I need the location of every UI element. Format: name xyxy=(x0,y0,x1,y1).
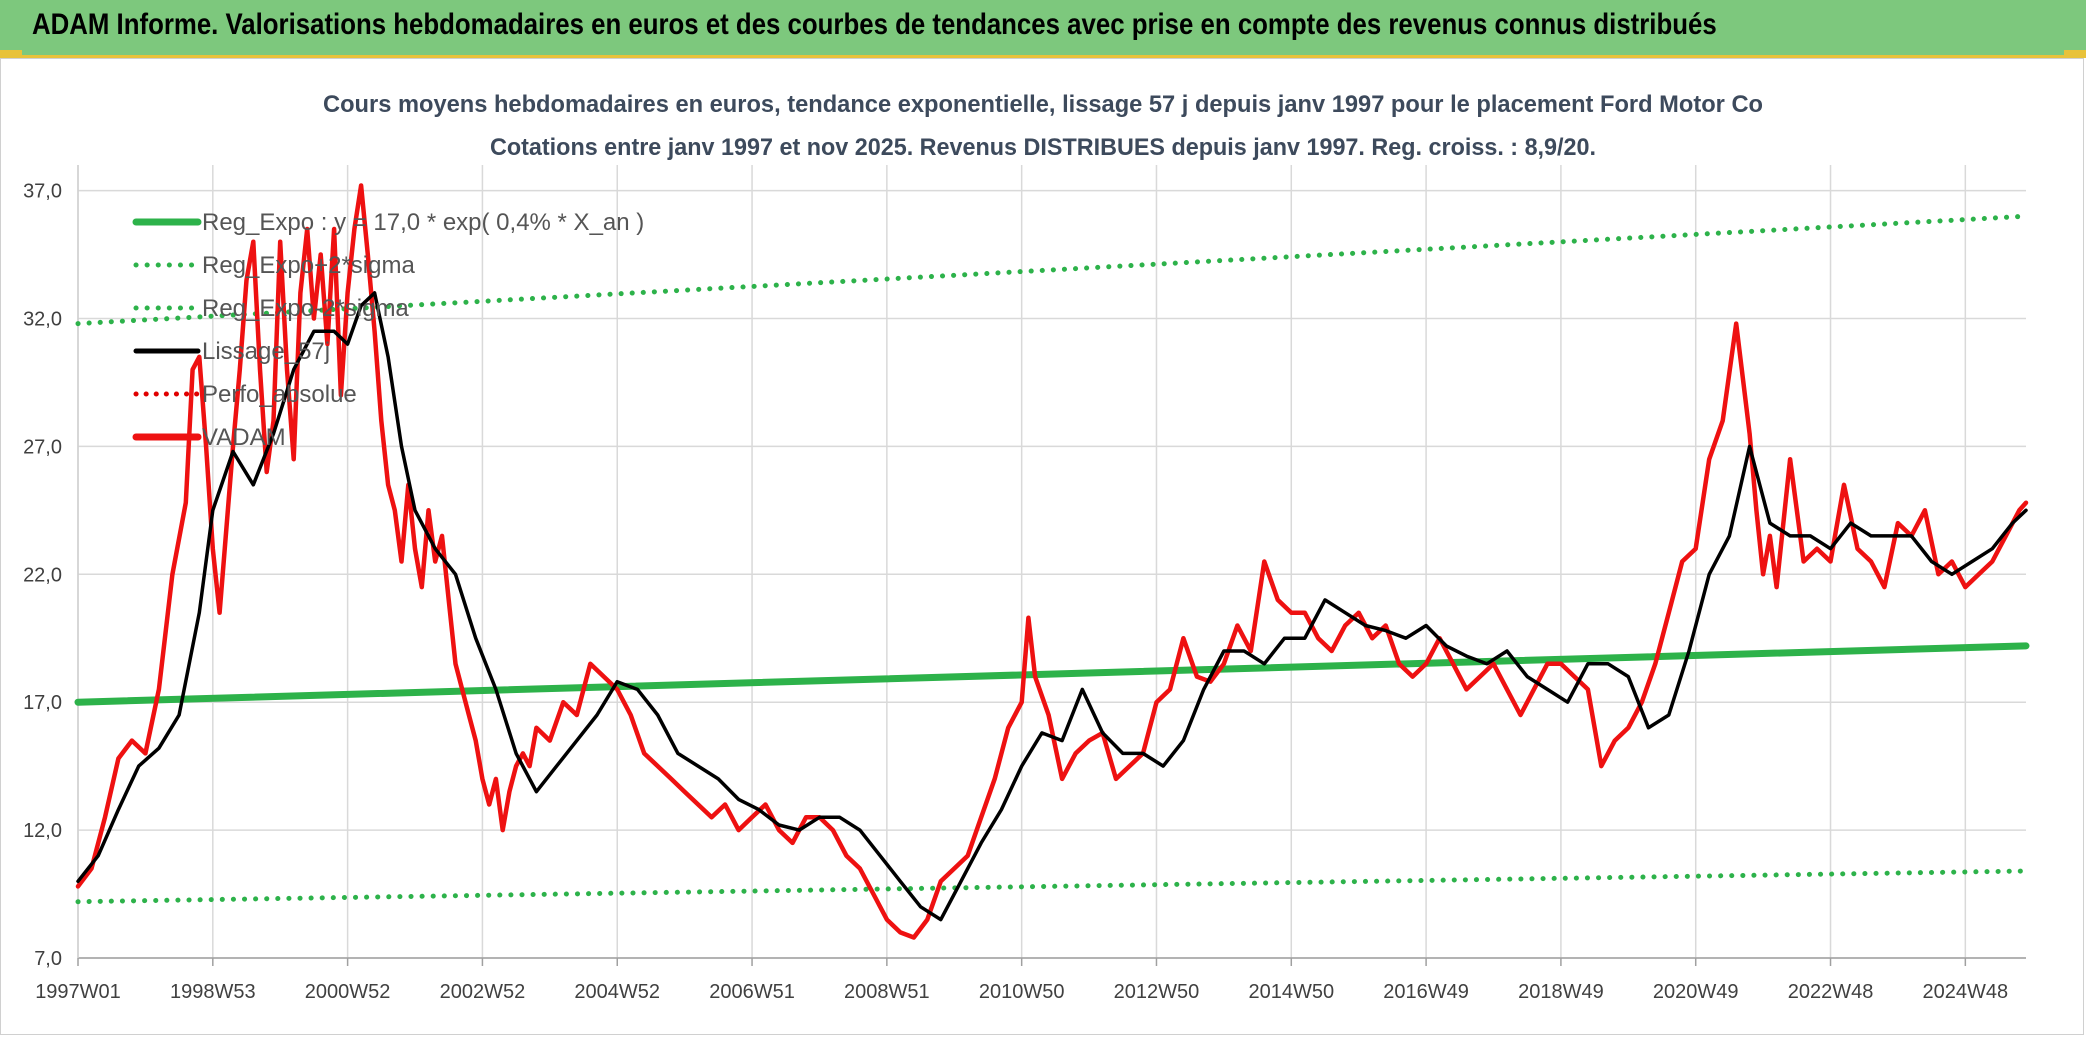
y-tick-label: 17,0 xyxy=(23,692,62,714)
series xyxy=(74,183,2030,940)
x-tick-label: 2008W51 xyxy=(844,981,930,1003)
series-line-lissage-57j xyxy=(76,291,2028,922)
x-tick-label: 2014W50 xyxy=(1248,981,1334,1003)
series-line-vadam xyxy=(75,183,2029,940)
x-tick-label: 2010W50 xyxy=(979,981,1065,1003)
axes: 37,0 32,0 27,0 22,0 17,0 12,0 7,0 1997W01 1998W5… xyxy=(23,165,2026,1003)
x-tick-label: 2002W52 xyxy=(440,981,526,1003)
y-tick-label: 32,0 xyxy=(23,308,62,330)
x-tick-label: 2004W52 xyxy=(574,981,660,1003)
y-tick-label: 7,0 xyxy=(34,948,62,970)
legend-label: Perfo_absolue xyxy=(202,381,357,408)
x-tick-label: 2012W50 xyxy=(1114,981,1200,1003)
x-tick-label: 2022W48 xyxy=(1788,981,1874,1003)
series-line-reg-expo xyxy=(74,642,2030,706)
legend: Reg_Expo : y = 17,0 * exp( 0,4% * X_an )… xyxy=(132,209,644,451)
y-tick-label: 12,0 xyxy=(23,820,62,842)
header-accent-left xyxy=(0,50,22,58)
series-line-reg-expo-plus-2-sigma xyxy=(75,213,2029,327)
x-tick-label: 2020W49 xyxy=(1653,981,1739,1003)
legend-label: VADAM xyxy=(202,424,286,451)
page-title: ADAM Informe. Valorisations hebdomadaire… xyxy=(32,8,1717,41)
series-line-reg-expo-minus-2-sigma xyxy=(75,868,2029,905)
chart-subtitle: Cotations entre janv 1997 et nov 2025. R… xyxy=(490,134,1596,161)
x-tick-label: 1998W53 xyxy=(170,981,256,1003)
y-tick-label: 37,0 xyxy=(23,181,62,203)
x-tick-label: 2000W52 xyxy=(305,981,391,1003)
x-tick-label: 2024W48 xyxy=(1923,981,2009,1003)
y-tick-label: 22,0 xyxy=(23,564,62,586)
x-tick-label: 2016W49 xyxy=(1383,981,1469,1003)
header-accent-right xyxy=(2064,50,2086,58)
legend-label: Reg_Expo-2*sigma xyxy=(202,295,409,322)
y-tick-label: 27,0 xyxy=(23,436,62,458)
header-bar: ADAM Informe. Valorisations hebdomadaire… xyxy=(0,0,2086,58)
legend-label: Lissage_57j xyxy=(202,338,330,365)
chart-title: Cours moyens hebdomadaires en euros, ten… xyxy=(323,91,1763,118)
legend-label: Reg_Expo : y = 17,0 * exp( 0,4% * X_an ) xyxy=(202,209,644,236)
x-tick-label: 2006W51 xyxy=(709,981,795,1003)
x-tick-label: 2018W49 xyxy=(1518,981,1604,1003)
x-tick-label: 1997W01 xyxy=(35,981,121,1003)
legend-label: Reg_Expo+2*sigma xyxy=(202,252,415,279)
